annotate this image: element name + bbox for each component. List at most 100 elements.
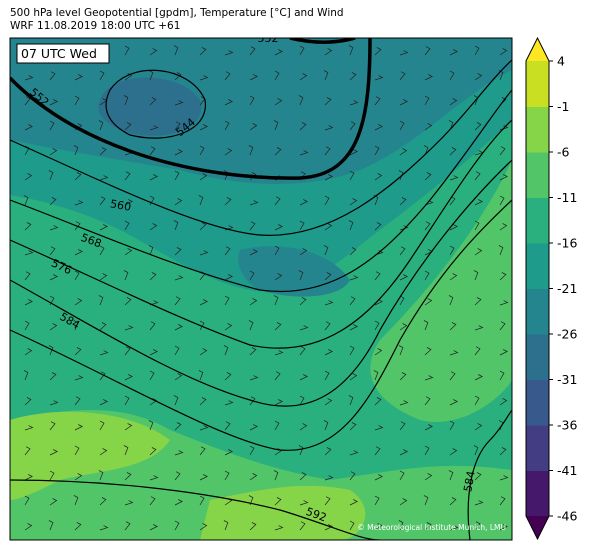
wind-barb <box>74 249 83 256</box>
wind-barb <box>224 71 231 81</box>
wind-barb <box>499 223 508 231</box>
wind-barb <box>49 148 58 156</box>
wind-barb <box>349 149 358 156</box>
wind-barb <box>399 71 406 81</box>
wind-barb <box>273 120 279 131</box>
wind-barb <box>349 100 359 106</box>
wind-barb <box>124 73 133 81</box>
wind-barb <box>49 400 59 406</box>
wind-barb <box>224 470 230 481</box>
wind-barb <box>224 120 230 131</box>
wind-barb <box>149 447 157 456</box>
wind-barb <box>249 396 256 406</box>
wind-barb <box>224 274 233 281</box>
wind-barb <box>99 322 107 331</box>
wind-barb <box>474 395 480 406</box>
wind-barb <box>149 370 155 381</box>
wind-barb <box>499 300 509 306</box>
wind-barb <box>324 195 330 206</box>
wind-barb <box>74 375 84 381</box>
wind-barb <box>374 495 380 506</box>
wind-barb <box>399 99 408 106</box>
wind-barb <box>449 322 457 331</box>
wind-barb <box>374 222 382 231</box>
wind-barb <box>274 525 284 531</box>
wind-barb <box>149 496 156 506</box>
wind-barb <box>24 173 33 181</box>
wind-barb <box>474 325 484 331</box>
wind-barb <box>449 448 458 456</box>
wind-barb <box>123 95 129 106</box>
colorbar-segment <box>526 334 549 380</box>
wind-barb <box>249 522 257 531</box>
wind-barb <box>24 75 34 81</box>
colorbar-tick-label: -1 <box>557 99 569 114</box>
wind-barb <box>99 448 108 456</box>
wind-barb <box>174 275 184 281</box>
wind-barb <box>249 298 258 306</box>
wind-barb <box>24 250 34 256</box>
wind-barb <box>274 147 282 156</box>
colorbar-tick-label: -36 <box>557 418 577 433</box>
wind-barb <box>274 49 283 56</box>
wind-barb <box>124 325 134 331</box>
wind-barb <box>499 349 508 356</box>
wind-barb <box>273 470 279 481</box>
wind-barb <box>399 421 406 431</box>
wind-barb <box>249 74 258 81</box>
wind-barb <box>174 499 183 506</box>
contours <box>10 38 512 540</box>
wind-barb <box>349 170 355 181</box>
wind-barb <box>248 495 254 506</box>
wind-barb <box>473 445 479 456</box>
wind-barb <box>274 196 281 206</box>
colorbar-tick-label: -31 <box>557 372 577 387</box>
wind-barb <box>74 221 81 231</box>
wind-barb <box>399 197 407 206</box>
wind-barb <box>224 323 233 331</box>
wind-barb <box>99 245 105 256</box>
wind-barb <box>49 225 59 231</box>
wind-barb <box>149 223 158 231</box>
wind-barb <box>448 470 454 481</box>
wind-barb <box>449 70 455 81</box>
wind-barb <box>98 120 104 131</box>
wind-barb <box>199 75 209 81</box>
wind-barb <box>374 397 382 406</box>
wind-barb <box>448 120 454 131</box>
wind-barb <box>149 272 157 281</box>
wind-barb <box>424 375 434 381</box>
wind-barb <box>148 245 154 256</box>
wind-barb <box>49 71 56 81</box>
wind-barb <box>424 347 432 356</box>
wind-barb <box>449 497 457 506</box>
wind-barb <box>348 220 354 231</box>
region <box>10 411 170 500</box>
wind-barb <box>124 122 132 131</box>
wind-barb <box>423 320 429 331</box>
wind-barb <box>474 374 483 381</box>
wind-barb <box>424 396 431 406</box>
wind-barb <box>499 146 506 156</box>
wind-barb <box>124 374 133 381</box>
wind-barb <box>324 300 334 306</box>
colorbar-tick-label: -16 <box>557 236 577 251</box>
wind-barb <box>249 249 258 256</box>
wind-barb <box>373 370 379 381</box>
wind-barb <box>349 373 358 381</box>
wind-barb <box>449 350 459 356</box>
title-line: 500 hPa level Geopotential [gpdm], Tempe… <box>10 7 344 19</box>
wind-barb <box>24 523 33 531</box>
wind-barb <box>73 320 79 331</box>
wind-barb <box>99 175 109 181</box>
wind-barb <box>274 399 283 406</box>
wind-barb <box>324 223 333 231</box>
wind-barb <box>399 50 409 56</box>
wind-barb <box>423 495 429 506</box>
wind-barb <box>49 449 58 456</box>
wind-barb <box>424 270 430 281</box>
wind-barb <box>149 174 158 181</box>
wind-barb <box>24 222 32 231</box>
colorbar-segment <box>526 470 549 517</box>
wind-barb <box>49 120 55 131</box>
